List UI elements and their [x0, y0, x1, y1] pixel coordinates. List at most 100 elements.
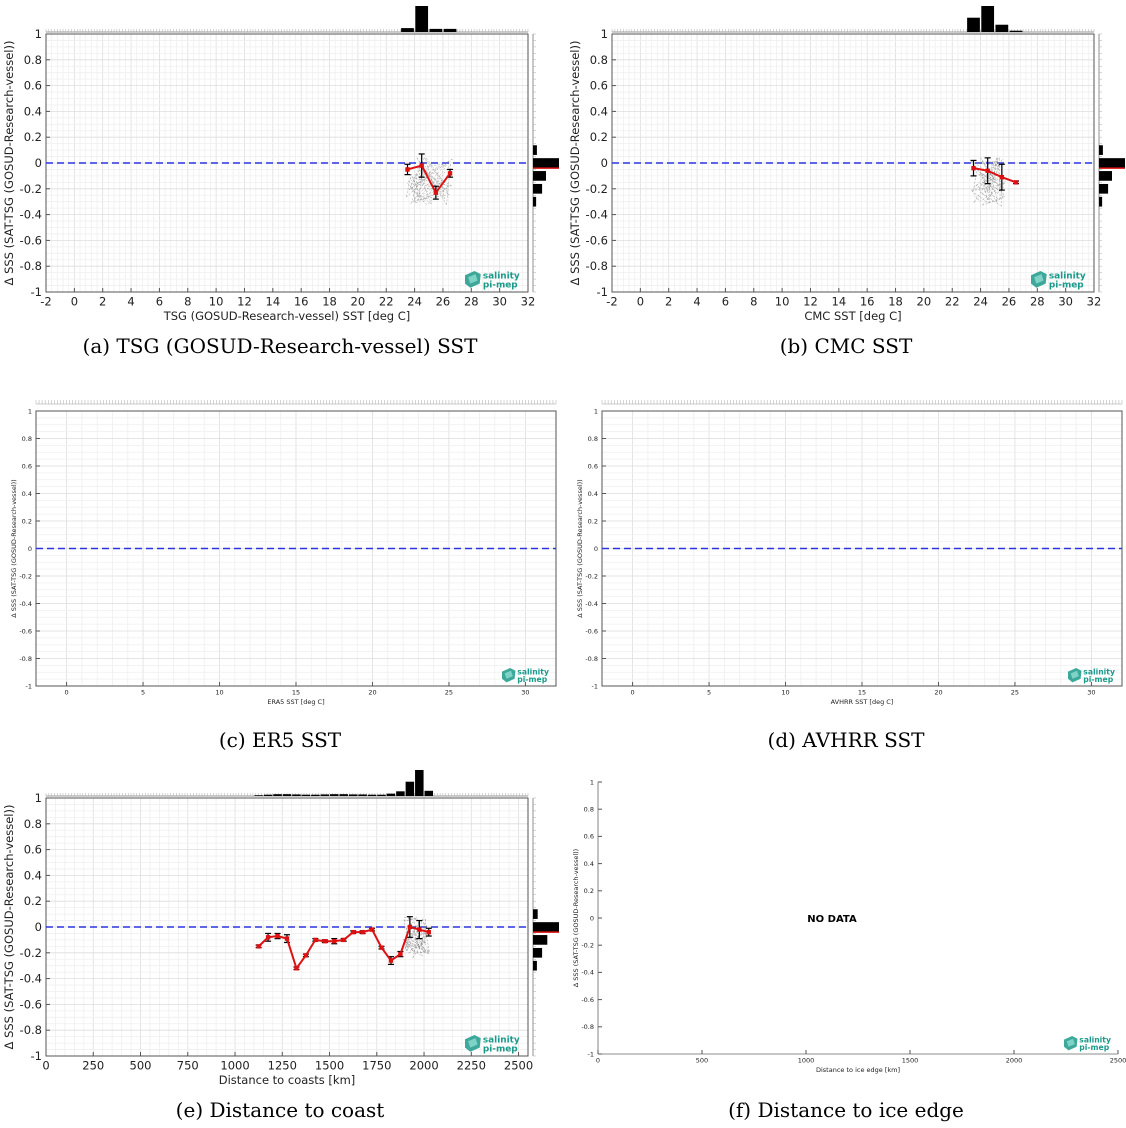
top-hist-bar	[415, 6, 429, 32]
y-tick-label: 0.8	[588, 435, 598, 443]
x-tick-label: 30	[1087, 689, 1095, 697]
y-tick-label: 1	[28, 407, 32, 415]
x-tick-label: 24	[407, 295, 422, 309]
y-tick-label: 1	[594, 407, 598, 415]
scatter-trace	[405, 933, 414, 945]
right-hist-bar	[533, 960, 537, 971]
mean-point	[360, 929, 365, 935]
logo-line1-text: salinity	[1079, 1035, 1111, 1044]
top-hist-bar	[348, 794, 358, 796]
top-hist-bar	[254, 795, 263, 796]
x-tick-label: 20	[351, 295, 366, 309]
y-tick-label: -1	[31, 1049, 42, 1063]
scatter-trace	[976, 162, 1002, 167]
logo-line1-text: salinity	[483, 1035, 520, 1045]
top-hist-bar	[292, 794, 301, 796]
scatter-trace	[403, 918, 417, 922]
scatter-trace	[425, 951, 429, 954]
y-tick-label: 0.4	[22, 490, 32, 498]
top-hist-bar	[301, 794, 311, 796]
y-tick-label: 0.8	[590, 53, 608, 67]
x-tick-label: 1000	[798, 1057, 815, 1065]
chart-panel-c: 0 5 10 15 20 25 30 -1 -0.8 -0.6 -0.4 -0.2 0 0.2 0.4 0.6…	[0, 395, 560, 715]
x-tick-label: 32	[521, 295, 536, 309]
scatter-trace	[411, 173, 422, 198]
x-axis-label: ERA5 SST [deg C]	[267, 698, 324, 706]
scatter-trace	[423, 164, 451, 202]
right-hist-bar	[1099, 158, 1125, 168]
scatter-trace	[407, 943, 415, 947]
logo-line2-text: pi-mep	[483, 280, 518, 290]
y-tick-label: 1	[601, 27, 608, 41]
x-tick-label: 0	[71, 295, 78, 309]
y-tick-label: -0.8	[586, 259, 608, 273]
x-tick-label: 22	[379, 295, 394, 309]
top-hist-bar	[358, 794, 367, 796]
series-0	[404, 153, 454, 200]
y-tick-label: -0.6	[20, 997, 42, 1011]
logo-icon-facet	[468, 274, 478, 284]
x-axis-label: CMC SST [deg C]	[804, 309, 901, 323]
chart-svg-c: 0 5 10 15 20 25 30 -1 -0.8 -0.6 -0.4 -0.2 0 0.2 0.4 0.6…	[10, 400, 557, 706]
x-tick-label: 16	[294, 295, 309, 309]
scatter-trace	[992, 157, 998, 184]
y-tick-label: 0.4	[24, 104, 42, 118]
scatter-trace	[419, 181, 443, 197]
mean-point	[303, 953, 309, 958]
scatter-trace	[976, 178, 994, 186]
scatter-trace	[978, 174, 984, 179]
right-hist-bar	[533, 947, 543, 958]
top-hist-bar	[273, 794, 282, 796]
scatter-trace	[970, 160, 996, 193]
scatter-trace	[419, 158, 453, 178]
x-tick-label: 0	[631, 689, 635, 697]
scatter-trace	[411, 183, 448, 189]
top-hist-bar	[443, 28, 457, 32]
top-hist-bar	[1009, 30, 1023, 32]
right-hist-bar	[533, 158, 559, 168]
top-hist-bar	[429, 28, 443, 32]
y-tick-label: 0.2	[584, 887, 594, 895]
scatter-trace	[405, 943, 423, 957]
scatter-trace	[408, 948, 412, 954]
scatter-trace	[973, 181, 985, 191]
top-hist-bar	[377, 794, 386, 796]
scatter-trace	[410, 163, 447, 204]
logo-icon-facet	[468, 1038, 478, 1048]
scatter-trace	[421, 919, 426, 946]
scatter-trace	[990, 173, 996, 181]
scatter-trace	[987, 159, 1003, 192]
y-tick-label: -0.4	[581, 969, 594, 977]
caption-b: (b) CMC SST	[779, 334, 913, 358]
scatter-trace	[410, 183, 417, 204]
scatter-trace	[408, 163, 422, 191]
y-tick-label: -0.2	[20, 182, 42, 196]
x-tick-label: 2000	[409, 1059, 438, 1073]
right-hist-bar	[1099, 196, 1103, 207]
scatter-trace	[988, 173, 991, 200]
top-hist-bar	[339, 794, 348, 796]
scatter-trace	[404, 935, 420, 949]
x-tick-label: 750	[177, 1059, 199, 1073]
scatter-trace	[413, 188, 448, 203]
top-hist-bar	[367, 794, 377, 796]
x-tick-label: 25	[1011, 689, 1019, 697]
series-0	[970, 157, 1020, 191]
x-axis-label: Distance to coasts [km]	[219, 1073, 356, 1087]
top-hist-bar	[396, 791, 405, 796]
scatter-trace	[412, 934, 428, 959]
scatter-trace	[984, 184, 988, 191]
caption-e: (e) Distance to coast	[175, 1098, 385, 1122]
right-hist-bar	[533, 922, 559, 932]
scatter-trace	[980, 157, 991, 174]
scatter-trace	[411, 945, 422, 950]
scatter-trace	[979, 172, 1005, 184]
y-tick-label: 1	[35, 27, 42, 41]
y-tick-label: 0.6	[590, 79, 608, 93]
mean-point	[433, 190, 439, 195]
scatter-trace	[430, 173, 442, 184]
top-hist-bar	[967, 17, 980, 32]
scatter-trace	[441, 164, 447, 174]
x-tick-label: 10	[775, 295, 790, 309]
